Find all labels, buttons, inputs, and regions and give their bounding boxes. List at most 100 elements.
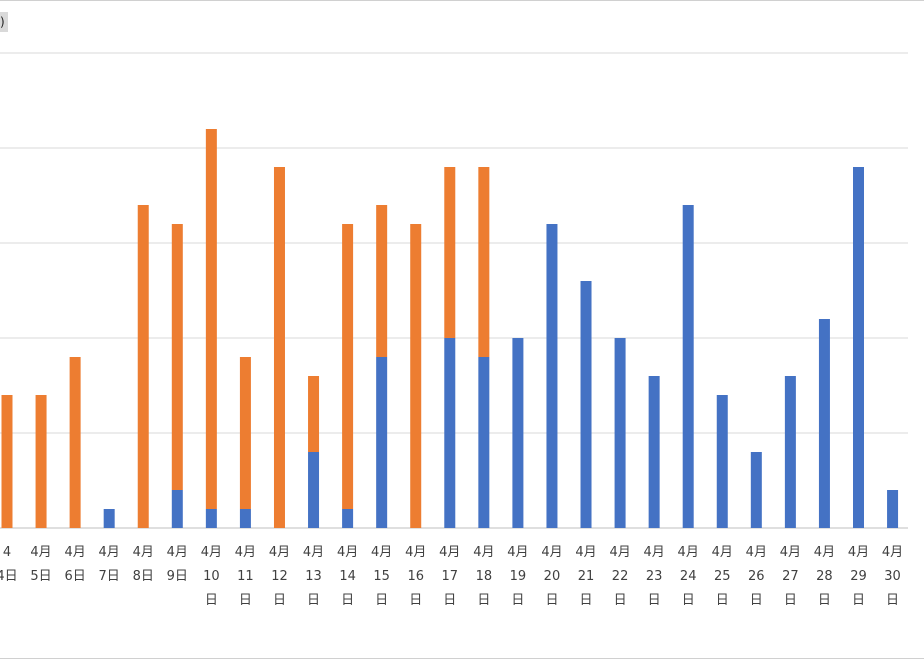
x-tick-label: 15 <box>373 569 390 584</box>
x-tick-label: 4月 <box>439 545 460 560</box>
bar-series-1-4月13日 <box>308 452 320 528</box>
bar-series-1-4月22日 <box>614 338 626 528</box>
x-tick-label: 4月 <box>303 545 324 560</box>
x-tick-label: 4月 <box>405 545 426 560</box>
bar-series-1-4月18日 <box>478 357 490 528</box>
x-tick-label: 30 <box>884 569 901 584</box>
x-tick-label: 20 <box>544 569 561 584</box>
x-tick-label: 4月 <box>780 545 801 560</box>
x-tick-label: 6日 <box>64 569 85 584</box>
bar-series-1-4月20日 <box>546 224 558 528</box>
x-tick-label: 27 <box>782 569 799 584</box>
x-tick-label: 16 <box>407 569 424 584</box>
bar-series-1-4月30日 <box>887 490 899 528</box>
x-tick-labels: 4 4日 4月 5日 4月 6日 4月 7日 4月 8日 4月 9日 4月 10 日 4月 11 日 4月 12 日 4月… <box>0 545 903 608</box>
x-tick-label: 4月 <box>848 545 869 560</box>
bar-series-2-4月4日 <box>1 395 13 528</box>
x-tick-label: 日 <box>443 593 456 608</box>
x-tick-label: 日 <box>818 593 831 608</box>
x-tick-label: 13 <box>305 569 322 584</box>
x-tick-label: 4月 <box>337 545 358 560</box>
x-tick-label: 25 <box>714 569 731 584</box>
bar-series-1-4月10日 <box>205 509 217 528</box>
x-tick-label: 日 <box>239 593 252 608</box>
bar-series-2-4月14日 <box>342 224 354 509</box>
x-tick-label: 日 <box>409 593 422 608</box>
x-tick-label: 4月 <box>609 545 630 560</box>
x-tick-label: 4月 <box>643 545 664 560</box>
bar-series-1-4月9日 <box>171 490 183 528</box>
x-tick-label: 4月 <box>882 545 903 560</box>
x-tick-label: 日 <box>545 593 558 608</box>
x-tick-label: 14 <box>339 569 356 584</box>
x-tick-label: 4 <box>3 545 11 560</box>
bar-series-1-4月21日 <box>580 281 592 528</box>
x-tick-label: 日 <box>580 593 593 608</box>
x-tick-label: 日 <box>511 593 524 608</box>
x-tick-label: 5日 <box>30 569 51 584</box>
x-tick-label: 4月 <box>814 545 835 560</box>
x-tick-label: 7日 <box>99 569 120 584</box>
bar-series-1-4月23日 <box>648 376 660 528</box>
x-tick-label: 4月 <box>371 545 392 560</box>
x-tick-label: 日 <box>307 593 320 608</box>
chart-title-fragment: ) <box>0 12 8 32</box>
bar-series-2-4月15日 <box>376 205 388 357</box>
x-tick-label: 4月 <box>99 545 120 560</box>
x-tick-label: 日 <box>852 593 865 608</box>
x-tick-label: 4月 <box>712 545 733 560</box>
x-tick-label: 21 <box>578 569 595 584</box>
bar-series-1-4月11日 <box>239 509 251 528</box>
x-tick-label: 日 <box>886 593 899 608</box>
x-tick-label: 4日 <box>0 569 18 584</box>
x-tick-label: 8日 <box>133 569 154 584</box>
bars <box>1 129 899 528</box>
x-tick-label: 26 <box>748 569 765 584</box>
bar-series-2-4月10日 <box>205 129 217 509</box>
x-tick-label: 4月 <box>507 545 528 560</box>
bar-series-1-4月7日 <box>103 509 115 528</box>
bar-series-1-4月28日 <box>818 319 830 528</box>
x-tick-label: 11 <box>237 569 254 584</box>
x-tick-label: 18 <box>476 569 493 584</box>
x-tick-label: 22 <box>612 569 629 584</box>
x-tick-label: 日 <box>205 593 218 608</box>
x-tick-label: 日 <box>682 593 695 608</box>
top-border <box>0 0 924 1</box>
stacked-bar-chart: 4 4日 4月 5日 4月 6日 4月 7日 4月 8日 4月 9日 4月 10 日 4月 11 日 4月 12 日 4月… <box>0 52 908 608</box>
x-tick-label: 4月 <box>167 545 188 560</box>
x-tick-label: 4月 <box>678 545 699 560</box>
x-tick-label: 10 <box>203 569 220 584</box>
bar-series-1-4月24日 <box>682 205 694 528</box>
x-tick-label: 28 <box>816 569 833 584</box>
x-tick-label: 4月 <box>269 545 290 560</box>
x-tick-label: 日 <box>716 593 729 608</box>
bar-series-2-4月13日 <box>308 376 320 452</box>
bar-series-1-4月17日 <box>444 338 456 528</box>
bar-series-2-4月12日 <box>273 167 285 528</box>
bar-series-1-4月25日 <box>716 395 728 528</box>
x-tick-label: 4月 <box>30 545 51 560</box>
bar-series-2-4月11日 <box>239 357 251 509</box>
x-tick-label: 日 <box>375 593 388 608</box>
x-tick-label: 23 <box>646 569 663 584</box>
x-tick-label: 日 <box>477 593 490 608</box>
bar-series-2-4月16日 <box>410 224 422 528</box>
x-tick-label: 4月 <box>473 545 494 560</box>
x-tick-label: 19 <box>510 569 527 584</box>
bar-series-1-4月15日 <box>376 357 388 528</box>
x-tick-label: 4月 <box>746 545 767 560</box>
bar-series-2-4月9日 <box>171 224 183 490</box>
bottom-border <box>0 658 924 659</box>
x-tick-label: 24 <box>680 569 697 584</box>
x-tick-label: 4月 <box>201 545 222 560</box>
x-tick-label: 17 <box>442 569 459 584</box>
x-tick-label: 日 <box>341 593 354 608</box>
bar-series-2-4月17日 <box>444 167 456 338</box>
bar-series-1-4月14日 <box>342 509 354 528</box>
bar-series-2-4月6日 <box>69 357 81 528</box>
bar-series-1-4月29日 <box>853 167 864 528</box>
x-tick-label: 4月 <box>235 545 256 560</box>
x-tick-label: 4月 <box>64 545 85 560</box>
